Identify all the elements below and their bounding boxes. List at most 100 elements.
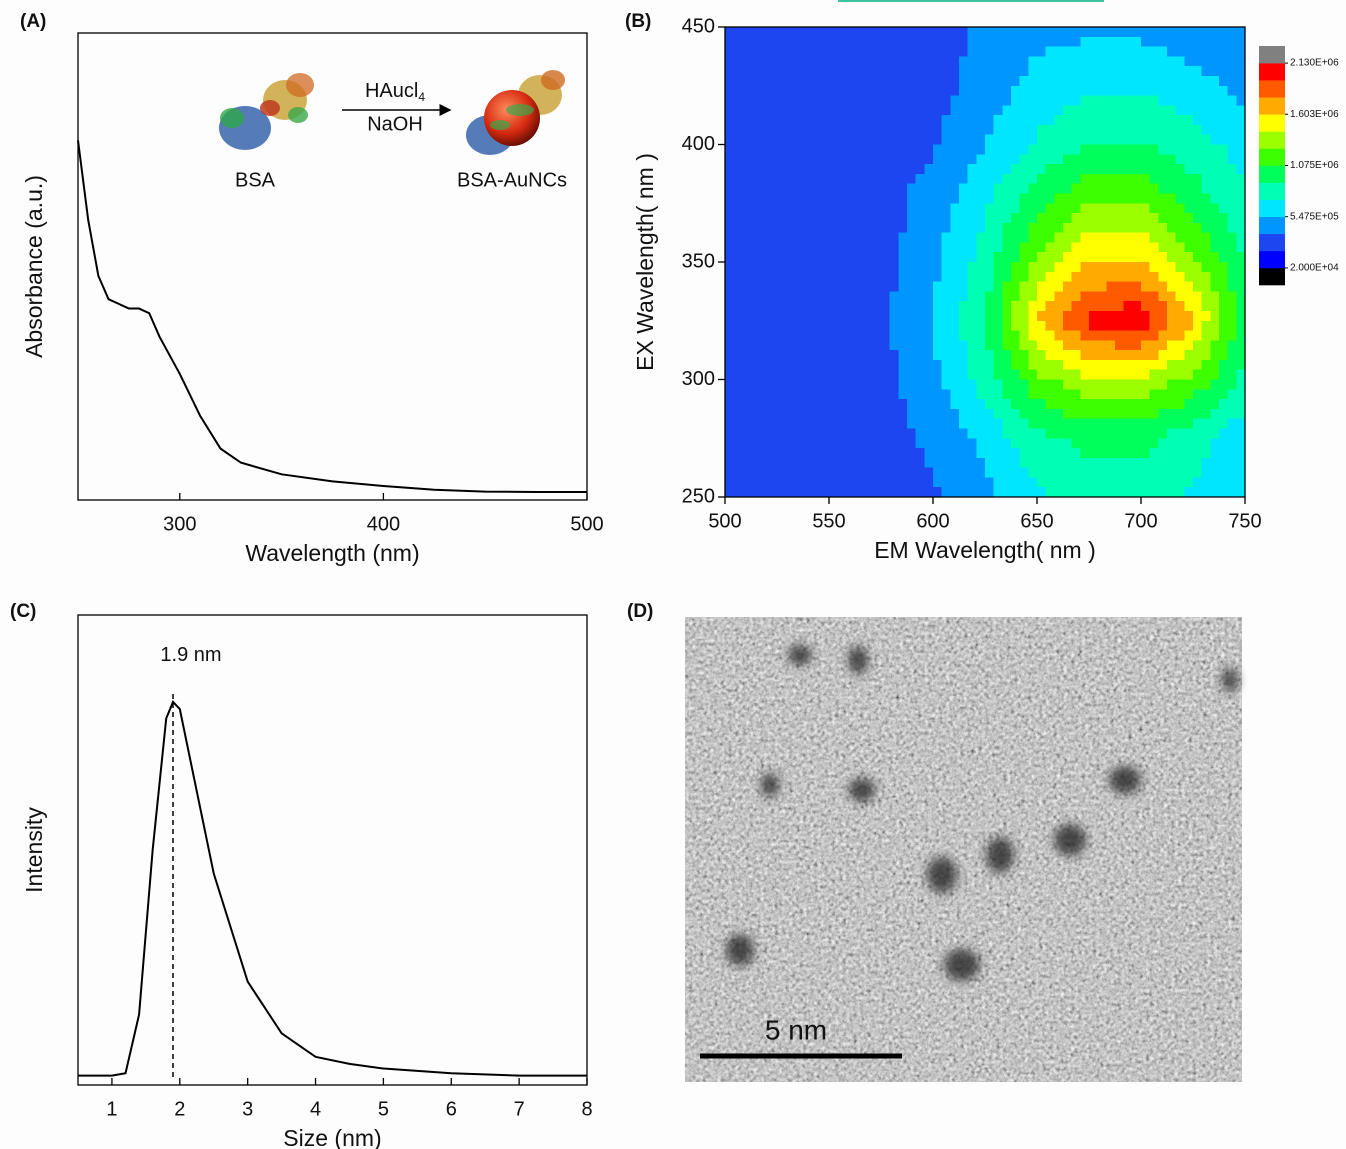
contour-cell: [1019, 213, 1029, 224]
contour-cell: [941, 232, 951, 244]
contour-cell: [967, 389, 977, 400]
contour-cell: [1123, 448, 1133, 459]
contour-cell: [820, 281, 830, 292]
contour-cell: [898, 144, 908, 155]
contour-cell: [1045, 487, 1055, 498]
contour-cell: [1063, 262, 1073, 273]
contour-cell: [959, 213, 969, 224]
contour-cell: [1193, 242, 1203, 253]
contour-cell: [1028, 418, 1038, 430]
contour-cell: [985, 105, 995, 116]
contour-cell: [803, 27, 813, 38]
contour-cell: [777, 262, 787, 273]
contour-cell: [1236, 105, 1246, 116]
contour-cell: [1097, 232, 1107, 244]
contour-cell: [889, 213, 899, 224]
contour-cell: [933, 105, 943, 116]
contour-cell: [803, 173, 813, 185]
contour-cell: [1167, 281, 1177, 292]
contour-cell: [1201, 291, 1211, 302]
contour-cell: [751, 95, 761, 106]
contour-cell: [1071, 369, 1081, 381]
contour-cell: [829, 281, 839, 292]
contour-cell: [855, 222, 865, 234]
contour-cell: [898, 66, 908, 77]
contour-cell: [811, 438, 821, 449]
contour-cell: [976, 183, 986, 195]
contour-cell: [863, 242, 873, 253]
contour-cell: [742, 457, 752, 469]
contour-cell: [751, 457, 761, 469]
contour-cell: [837, 320, 847, 332]
contour-cell: [1063, 320, 1073, 332]
contour-cell: [1236, 379, 1246, 390]
contour-cell: [1054, 291, 1064, 302]
contour-cell: [915, 350, 925, 361]
colorbar-band: [1259, 216, 1285, 235]
contour-cell: [985, 164, 995, 175]
contour-cell: [768, 46, 778, 57]
contour-cell: [915, 183, 925, 195]
contour-cell: [846, 56, 856, 67]
contour-cell: [1210, 242, 1220, 253]
contour-cell: [1123, 487, 1133, 498]
contour-cell: [1071, 66, 1081, 77]
contour-cell: [846, 320, 856, 332]
contour-cell: [742, 66, 752, 77]
contour-cell: [759, 134, 769, 146]
contour-cell: [881, 369, 891, 381]
contour-cell: [967, 301, 977, 312]
contour-cell: [1141, 389, 1151, 400]
contour-cell: [985, 262, 995, 273]
contour-cell: [855, 66, 865, 77]
contour-cell: [1115, 350, 1125, 361]
contour-cell: [1037, 262, 1047, 273]
contour-cell: [768, 389, 778, 400]
contour-cell: [820, 448, 830, 459]
contour-cell: [1210, 193, 1220, 204]
contour-cell: [751, 389, 761, 400]
contour-cell: [829, 330, 839, 341]
contour-cell: [1158, 418, 1168, 430]
contour-cell: [889, 320, 899, 332]
x-tick-label: 600: [916, 510, 949, 532]
x-tick-label: 8: [581, 1098, 592, 1120]
contour-cell: [915, 242, 925, 253]
contour-cell: [881, 477, 891, 488]
contour-cell: [1071, 350, 1081, 361]
contour-cell: [1080, 418, 1090, 430]
contour-cell: [1236, 291, 1246, 302]
contour-cell: [1054, 448, 1064, 459]
contour-cell: [742, 124, 752, 136]
contour-cell: [1141, 457, 1151, 469]
contour-cell: [820, 438, 830, 449]
contour-cell: [1201, 203, 1211, 214]
contour-cell: [837, 301, 847, 312]
contour-cell: [777, 232, 787, 244]
contour-cell: [1123, 457, 1133, 469]
contour-cell: [1071, 438, 1081, 449]
contour-cell: [777, 164, 787, 175]
contour-cell: [1089, 340, 1099, 351]
contour-cell: [976, 66, 986, 77]
contour-cell: [751, 173, 761, 185]
contour-cell: [785, 56, 795, 67]
contour-cell: [785, 271, 795, 283]
contour-cell: [1210, 75, 1220, 87]
contour-cell: [898, 477, 908, 488]
contour-cell: [967, 467, 977, 479]
y-tick-label: 300: [682, 368, 715, 390]
contour-cell: [976, 124, 986, 136]
contour-cell: [1097, 487, 1107, 498]
contour-cell: [794, 124, 804, 136]
contour-cell: [1175, 124, 1185, 136]
contour-cell: [751, 66, 761, 77]
contour-cell: [1115, 448, 1125, 459]
contour-cell: [768, 359, 778, 371]
contour-cell: [1236, 183, 1246, 195]
contour-cell: [872, 448, 882, 459]
contour-cell: [1227, 340, 1237, 351]
contour-cell: [941, 467, 951, 479]
contour-cell: [768, 144, 778, 155]
contour-cell: [1019, 183, 1029, 195]
